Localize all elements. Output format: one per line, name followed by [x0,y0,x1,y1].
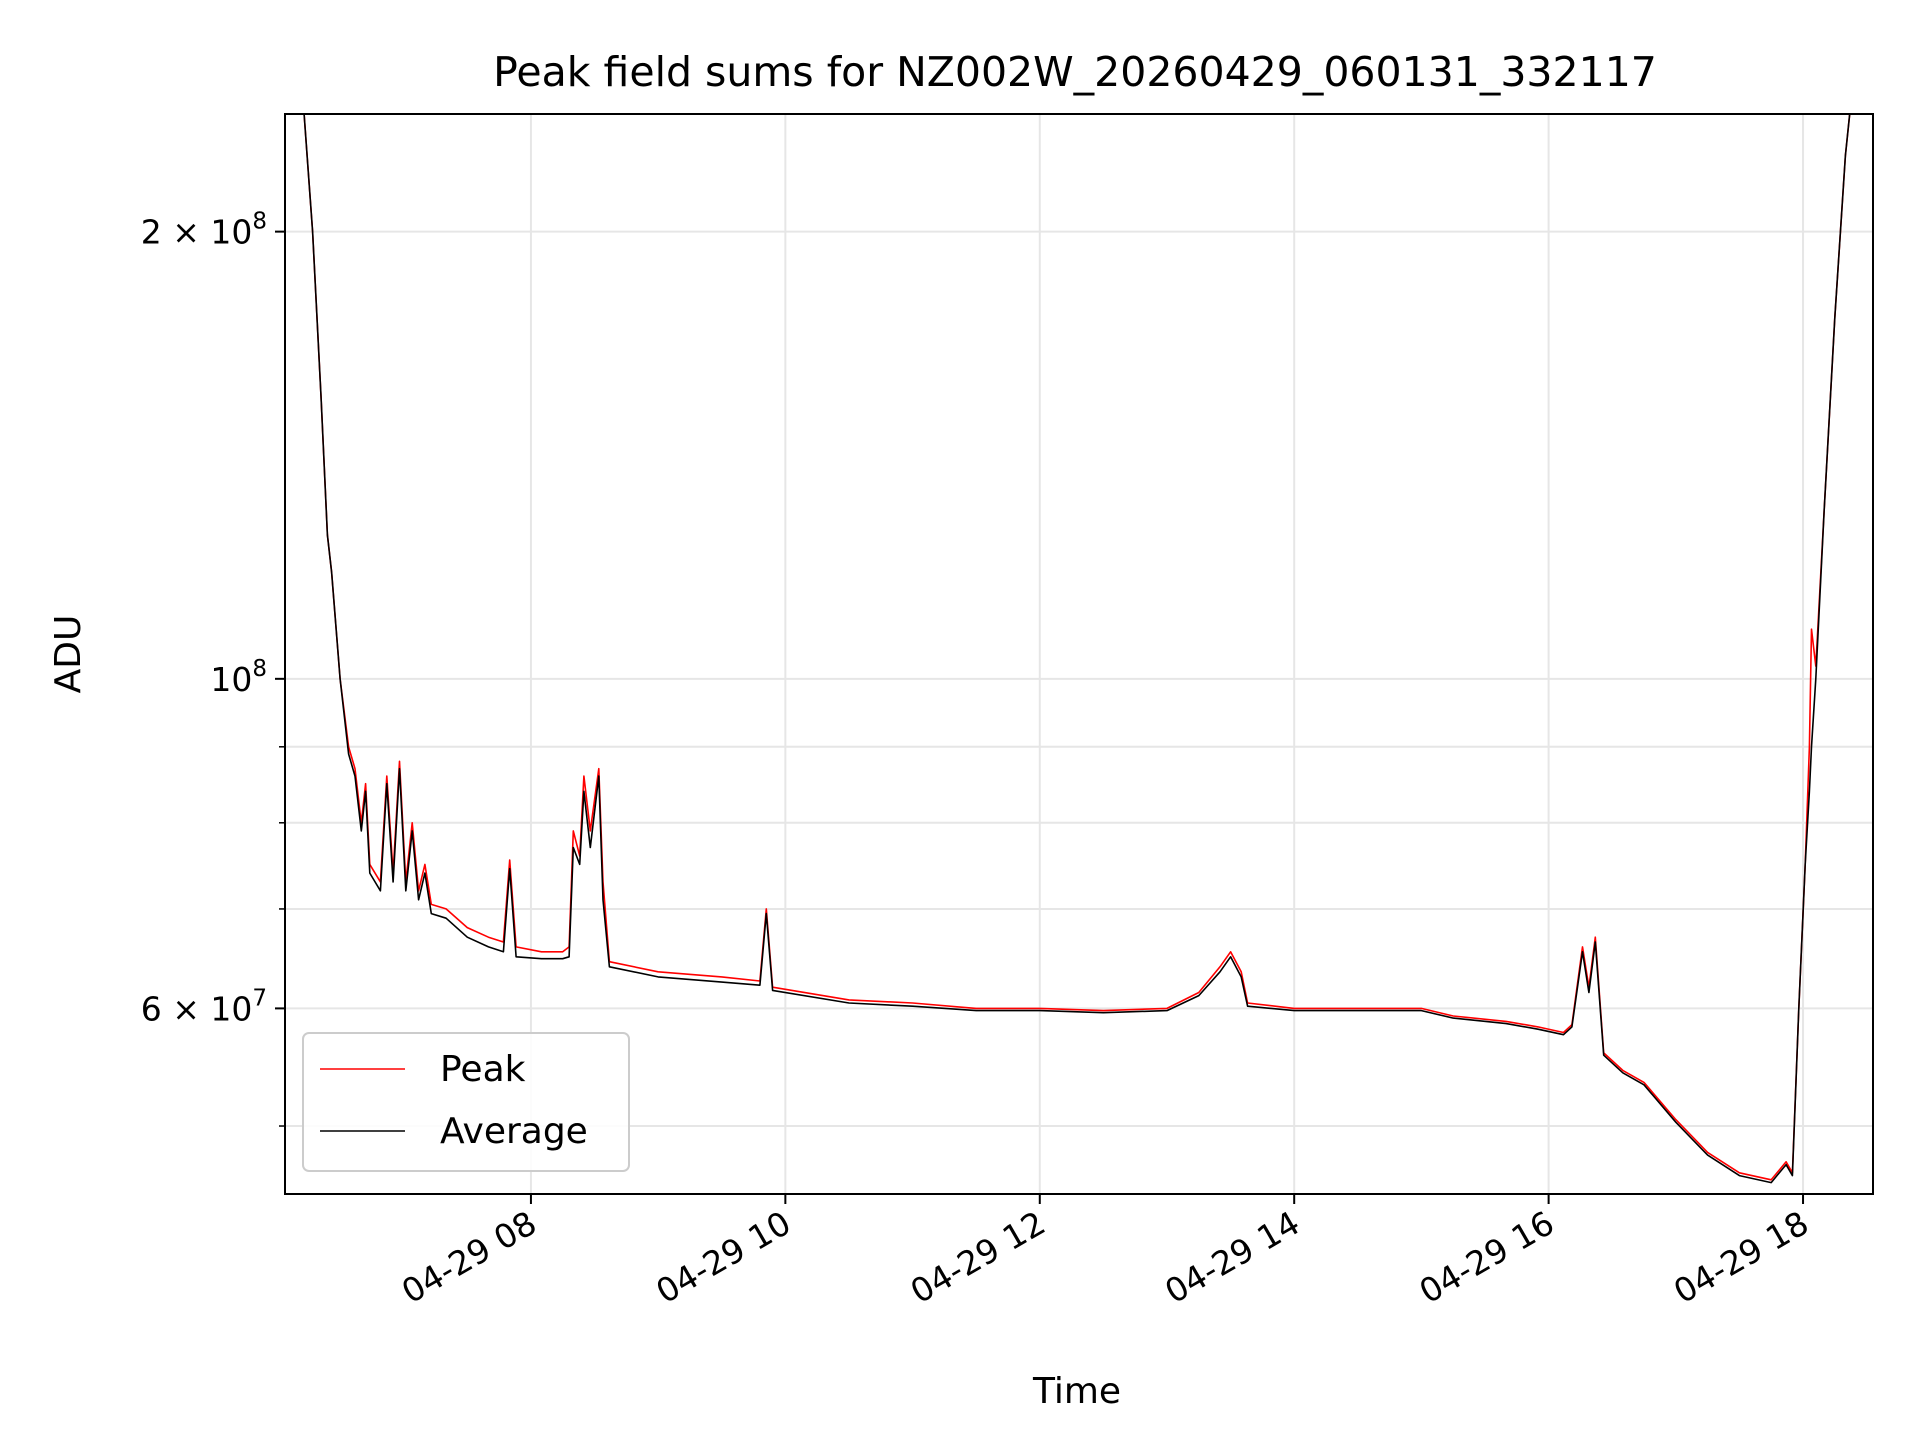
y-tick-label: 108 [210,656,267,699]
series-group [303,114,1851,1184]
y-tick-label: 2 × 108 [141,209,267,252]
y-axis-label: ADU [48,615,89,694]
legend-label-peak: Peak [440,1049,526,1090]
y-axis-ticks: 6 × 107 108 2 × 108 [141,209,285,1127]
x-axis-label: Time [1032,1371,1121,1412]
grid [285,114,1873,1194]
legend-frame [302,1032,630,1172]
y-tick-label: 6 × 107 [141,985,267,1028]
legend: Peak Average [302,1032,630,1172]
chart-title: Peak field sums for NZ002W_20260429_0601… [493,48,1657,96]
series-line-average [303,114,1851,1184]
plot-frame [284,113,1874,1195]
legend-label-average: Average [440,1111,588,1152]
